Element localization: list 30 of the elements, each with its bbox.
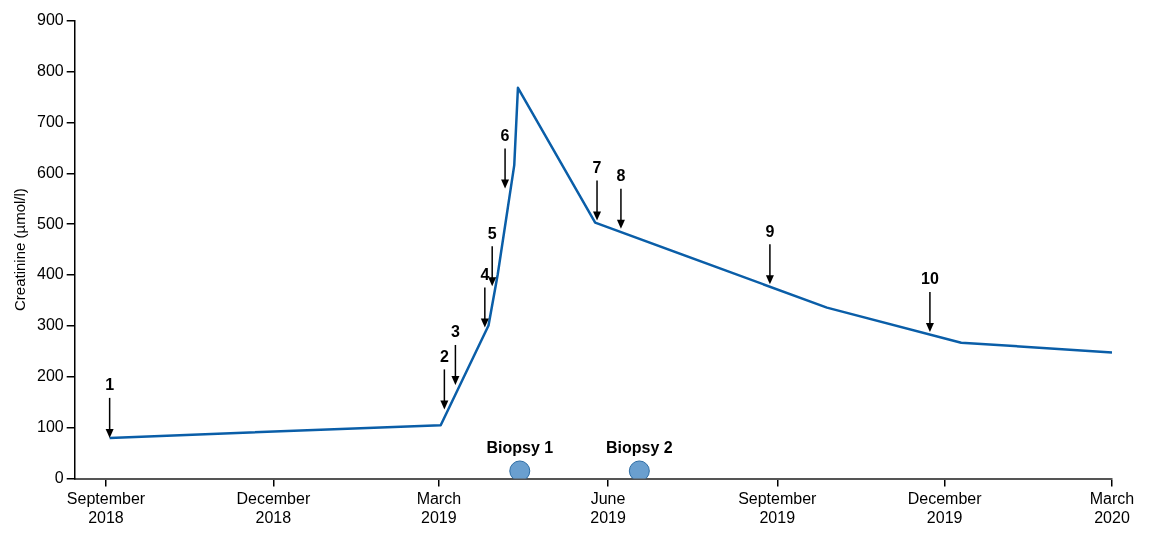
y-axis-title: Creatinine (µmol/l) — [11, 188, 29, 312]
y-tick-label: 0 — [54, 469, 64, 487]
x-tick-label: March 2020 — [1089, 489, 1135, 526]
x-tick-label: March 2019 — [416, 489, 462, 526]
annotation: 5 — [487, 224, 497, 242]
y-tick-label: 500 — [36, 214, 64, 232]
annotation: 8 — [616, 167, 626, 185]
y-tick-label: 600 — [36, 163, 64, 181]
x-tick-label: December 2018 — [236, 489, 311, 526]
annotation: 7 — [592, 159, 602, 176]
y-tick-label: 200 — [36, 367, 64, 385]
series-label: Biopsy 1 — [486, 439, 554, 457]
y-tick-label: 800 — [36, 61, 64, 79]
y-tick-label: 300 — [36, 316, 64, 334]
x-tick-label: June 2019 — [590, 489, 626, 526]
annotation: 4 — [480, 265, 490, 283]
y-tick-label: 100 — [36, 418, 64, 436]
annotation: 6 — [500, 126, 510, 144]
annotation: 10 — [921, 270, 939, 288]
y-tick-label: 700 — [36, 112, 64, 130]
annotation: 3 — [450, 323, 460, 341]
x-tick-label: September 2019 — [738, 489, 818, 526]
x-tick-label: September 2018 — [66, 489, 146, 526]
y-tick-label: 400 — [36, 265, 64, 283]
annotation: 2 — [439, 347, 449, 365]
y-tick-label: 900 — [36, 11, 64, 29]
annotation: 1 — [105, 376, 115, 394]
annotation: 9 — [765, 222, 775, 240]
series-label: Biopsy 2 — [605, 439, 673, 457]
x-tick-label: December 2019 — [907, 489, 983, 526]
